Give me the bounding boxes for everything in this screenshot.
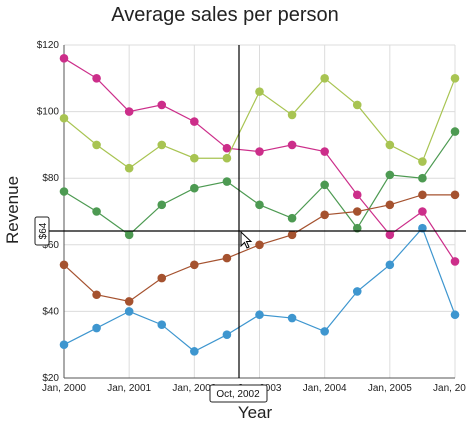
data-point[interactable] — [124, 297, 134, 306]
data-point[interactable] — [287, 110, 297, 120]
data-point[interactable] — [255, 87, 264, 96]
series-1 — [59, 54, 460, 266]
data-point[interactable] — [320, 327, 329, 336]
data-point[interactable] — [385, 260, 395, 270]
data-point[interactable] — [287, 313, 297, 323]
crosshair[interactable]: $64 Oct, 2002 — [34, 45, 466, 403]
y-tick-label: $100 — [37, 107, 60, 118]
y-tick-label: $20 — [42, 373, 59, 384]
data-point[interactable] — [59, 113, 69, 123]
data-point[interactable] — [450, 310, 460, 320]
crosshair-x-tooltip-box — [209, 384, 268, 403]
data-point[interactable] — [255, 200, 264, 210]
data-point[interactable] — [124, 230, 134, 240]
data-point[interactable] — [385, 230, 395, 240]
data-point[interactable] — [320, 210, 329, 220]
data-point[interactable] — [450, 257, 460, 266]
data-point[interactable] — [59, 187, 69, 196]
data-point[interactable] — [222, 143, 232, 153]
data-point[interactable] — [157, 273, 167, 283]
series-4 — [59, 190, 460, 306]
y-tick-label: $120 — [37, 40, 60, 51]
series-3 — [59, 127, 460, 240]
data-point[interactable] — [450, 190, 460, 200]
data-point[interactable] — [59, 260, 69, 270]
x-tick-label: Jan, 2006 — [433, 383, 466, 394]
data-point[interactable] — [92, 74, 101, 83]
data-point[interactable] — [320, 147, 329, 156]
data-point[interactable] — [222, 253, 232, 263]
grid-lines — [63, 44, 456, 379]
y-tick-label: $40 — [42, 306, 59, 317]
y-tick-label: $60 — [42, 240, 59, 251]
data-point[interactable] — [385, 170, 395, 180]
x-tick-label: Jan, 2001 — [107, 383, 151, 394]
x-tick-label: Jan, 2005 — [368, 383, 412, 394]
data-point[interactable] — [352, 190, 362, 200]
data-point[interactable] — [287, 140, 297, 150]
data-point[interactable] — [222, 177, 232, 186]
data-point[interactable] — [418, 157, 427, 166]
data-point[interactable] — [418, 223, 427, 233]
crosshair-y-tooltip-box — [34, 216, 50, 246]
data-point[interactable] — [124, 163, 134, 173]
data-point[interactable] — [352, 287, 362, 296]
crosshair-y-tooltip: $64 — [38, 222, 49, 239]
data-point[interactable] — [124, 107, 134, 116]
data-point[interactable] — [92, 140, 101, 150]
data-point[interactable] — [190, 117, 199, 126]
y-axis-title: Revenue — [3, 176, 22, 244]
crosshair-x-tooltip: Oct, 2002 — [216, 389, 260, 400]
chart-title: Average sales per person — [111, 4, 339, 26]
data-point[interactable] — [190, 260, 199, 270]
data-point[interactable] — [157, 200, 167, 210]
data-point[interactable] — [255, 147, 264, 156]
data-point[interactable] — [255, 310, 264, 320]
data-point[interactable] — [418, 173, 427, 183]
data-point[interactable] — [92, 290, 101, 300]
data-point[interactable] — [59, 54, 69, 63]
y-tick-labels: $20 $40 $60 $80 $100 $120 — [37, 40, 60, 384]
series-2 — [59, 74, 460, 173]
x-tick-label: Jan, 2004 — [303, 383, 347, 394]
data-point[interactable] — [385, 140, 395, 150]
data-point[interactable] — [450, 74, 460, 83]
data-point[interactable] — [418, 207, 427, 216]
data-point[interactable] — [450, 127, 460, 136]
data-point[interactable] — [157, 320, 167, 330]
data-point[interactable] — [92, 207, 101, 216]
data-point[interactable] — [352, 223, 362, 233]
series-group — [59, 54, 460, 356]
series-5 — [59, 223, 460, 356]
data-point[interactable] — [385, 200, 395, 210]
data-point[interactable] — [352, 100, 362, 110]
data-point[interactable] — [418, 190, 427, 200]
data-point[interactable] — [320, 74, 329, 83]
data-point[interactable] — [190, 183, 199, 193]
data-point[interactable] — [320, 180, 329, 190]
mouse-cursor-icon — [240, 230, 253, 249]
data-point[interactable] — [190, 153, 199, 163]
x-tick-label: Jan, 2000 — [42, 383, 86, 394]
data-point[interactable] — [157, 100, 167, 110]
data-point[interactable] — [352, 207, 362, 216]
y-tick-label: $80 — [42, 173, 59, 184]
x-tick-label: Jan, 2002 — [172, 383, 216, 394]
data-point[interactable] — [255, 240, 264, 250]
data-point[interactable] — [222, 153, 232, 163]
data-point[interactable] — [157, 140, 167, 150]
data-point[interactable] — [287, 230, 297, 240]
data-point[interactable] — [59, 340, 69, 350]
axes — [63, 45, 455, 379]
data-point[interactable] — [190, 347, 199, 356]
data-point[interactable] — [92, 323, 101, 333]
data-point[interactable] — [124, 307, 134, 316]
data-point[interactable] — [222, 330, 232, 340]
x-axis-title: Year — [238, 403, 273, 422]
data-point[interactable] — [287, 213, 297, 223]
